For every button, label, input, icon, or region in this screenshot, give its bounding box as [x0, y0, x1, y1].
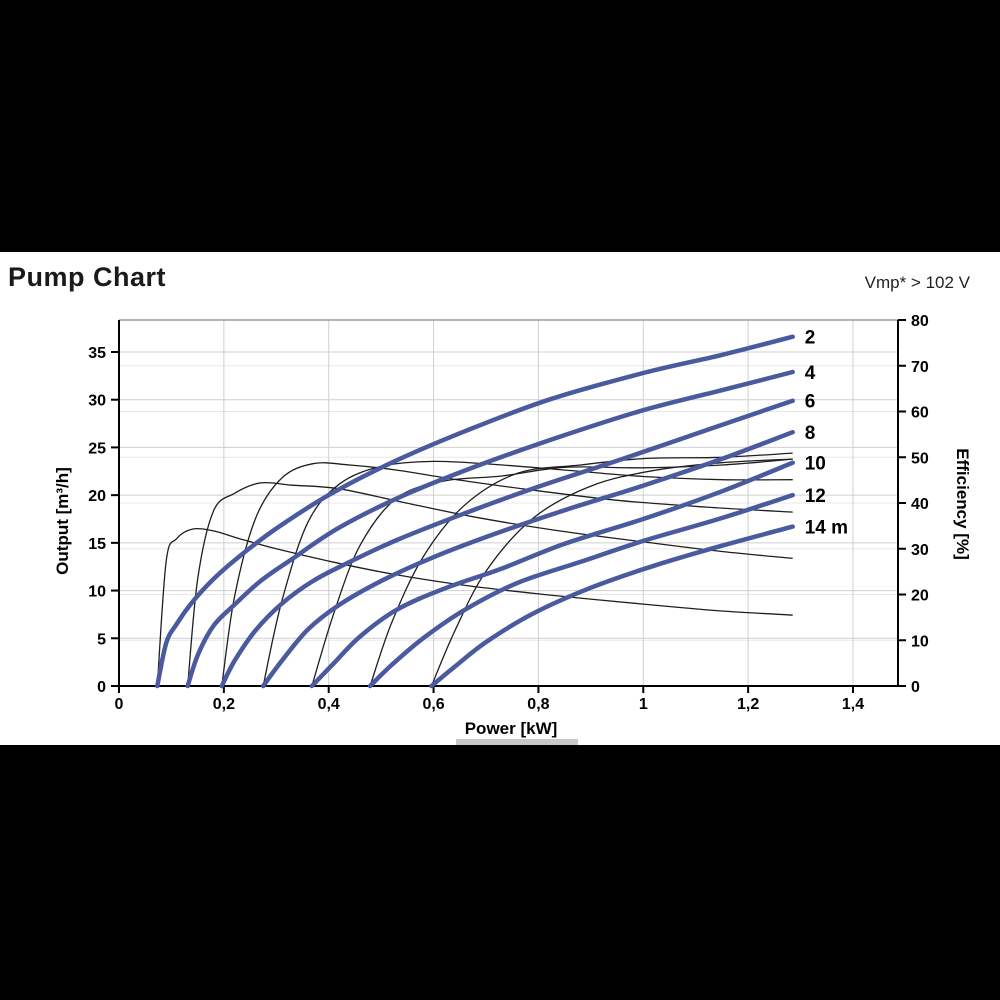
y-left-tick-label: 15 [88, 536, 106, 553]
y-right-tick-label: 40 [911, 496, 929, 513]
y-right-tick-label: 60 [911, 405, 929, 422]
efficiency-curve-2m [156, 527, 793, 687]
y-axis-title-output: Output [m³/h] [53, 467, 72, 575]
y-left-tick-label: 5 [97, 631, 106, 648]
x-tick-label: 0,4 [318, 696, 340, 713]
letterbox-top [0, 0, 1000, 252]
head-curve-2m [155, 334, 795, 689]
x-tick-label: 0,8 [527, 696, 549, 713]
y-right-tick-label: 0 [911, 679, 920, 696]
head-curve-6m [219, 398, 795, 689]
x-tick-label: 1,2 [737, 696, 759, 713]
tick-labels: 0 0,2 0,4 0,6 0,8 1 1,2 1,4 0 5 10 15 20 25 30 35 0 10 20 3… [88, 313, 929, 713]
y-right-tick-label: 10 [911, 633, 929, 650]
letterbox-bottom [0, 745, 1000, 1000]
head-curve-10m [309, 460, 795, 689]
head-curve-12m [367, 492, 795, 689]
curve-label-6m: 6 [805, 392, 816, 413]
efficiency-curve-4m [187, 481, 793, 687]
curve-label-8m: 8 [805, 423, 816, 444]
curve-label-14m: 14 m [805, 518, 848, 539]
efficiency-curves [156, 452, 793, 687]
efficiency-curve-10m [311, 458, 793, 687]
head-curve-14m [429, 524, 795, 689]
vmp-voltage-note: Vmp* > 102 V [864, 273, 970, 292]
x-tick-label: 0,6 [422, 696, 444, 713]
x-axis-title-power: Power [kW] [464, 719, 558, 738]
curve-label-10m: 10 [805, 454, 826, 475]
axes [118, 319, 899, 687]
x-tick-label: 1,4 [842, 696, 864, 713]
y-left-tick-label: 0 [97, 679, 106, 696]
y-right-tick-label: 20 [911, 588, 929, 605]
x-tick-label: 0 [115, 696, 124, 713]
head-curves [155, 334, 795, 689]
efficiency-curve-12m [369, 452, 793, 687]
y-axis-title-efficiency: Efficiency [%] [953, 448, 972, 560]
x-tick-label: 0,2 [213, 696, 235, 713]
y-left-tick-label: 25 [88, 440, 106, 457]
head-curve-8m [260, 429, 795, 689]
y-left-tick-label: 20 [88, 488, 106, 505]
y-right-tick-label: 30 [911, 542, 929, 559]
curve-labels: 2 4 6 8 10 12 14 m [805, 328, 848, 539]
efficiency-curve-14m [430, 458, 793, 687]
pump-chart-plot: 0 0,2 0,4 0,6 0,8 1 1,2 1,4 0 5 10 15 20 25 30 35 0 10 20 3… [88, 313, 929, 713]
y-right-tick-label: 70 [911, 359, 929, 376]
x-tick-label: 1 [639, 696, 648, 713]
x-axis-title-shadow [456, 739, 578, 745]
y-right-tick-label: 80 [911, 313, 929, 330]
curve-label-12m: 12 [805, 486, 826, 507]
curve-label-2m: 2 [805, 328, 816, 349]
y-left-tick-label: 10 [88, 584, 106, 601]
head-curve-4m [185, 369, 795, 689]
page-title: Pump Chart [8, 262, 167, 292]
y-right-tick-label: 50 [911, 450, 929, 467]
curve-label-4m: 4 [805, 363, 816, 384]
y-left-tick-label: 35 [88, 345, 106, 362]
y-left-tick-label: 30 [88, 393, 106, 410]
